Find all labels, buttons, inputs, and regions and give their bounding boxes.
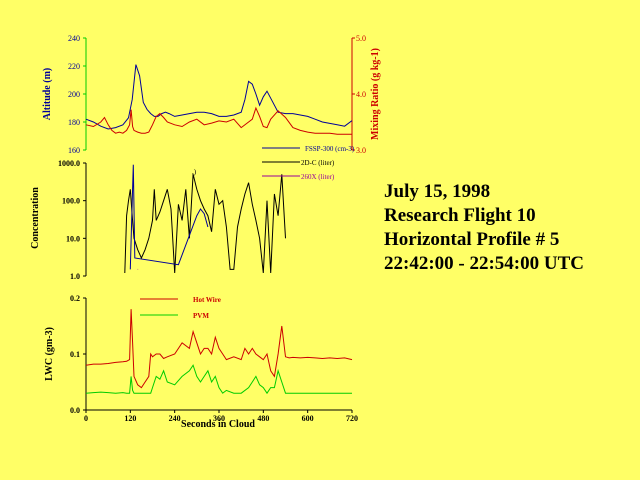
mixing-ratio-tick-label: 3.0	[356, 146, 366, 155]
x-tick-label: 720	[346, 414, 358, 423]
concentration-tick-label: 1000.0	[58, 159, 80, 168]
title-time-range: 22:42:00 - 22:54:00 UTC	[384, 253, 585, 274]
x-tick-label: 120	[124, 414, 136, 423]
x-axis-label: Seconds in Cloud	[181, 419, 255, 430]
mixing-ratio-series-line	[85, 106, 352, 135]
twodc-series-line	[124, 174, 286, 274]
mixing-ratio-tick-label: 5.0	[356, 34, 366, 43]
pvm-series-line	[85, 364, 352, 395]
concentration-legend-label: 260X (liter)	[301, 173, 335, 181]
altitude-tick-label: 160	[68, 146, 80, 155]
title-date: July 15, 1998	[384, 181, 491, 202]
altitude-tick-label: 220	[68, 62, 80, 71]
x-tick-label: 0	[84, 414, 88, 423]
flight-title-block: July 15, 1998 Research Flight 10 Horizon…	[384, 180, 584, 276]
mixing-ratio-axis-label: Mixing Ratio (g kg-1)	[370, 48, 381, 140]
mixing-ratio-tick-label: 4.0	[356, 90, 366, 99]
title-flight: Research Flight 10	[384, 205, 536, 226]
concentration-axis-label: Concentration	[30, 187, 41, 249]
hot-wire-series-line	[85, 309, 353, 389]
altitude-axis-label: Altitude (m)	[42, 68, 53, 121]
x-tick-label: 240	[169, 414, 181, 423]
x-tick-label: 480	[257, 414, 269, 423]
concentration-annotation: ,)	[192, 168, 197, 176]
lwc-tick-label: 0.1	[70, 350, 80, 359]
concentration-tick-label: 100.0	[62, 197, 80, 206]
title-profile: Horizontal Profile # 5	[384, 229, 560, 250]
lwc-legend-label: PVM	[193, 312, 209, 320]
lwc-legend-label: Hot Wire	[193, 296, 221, 304]
concentration-legend-label: 2D-C (liter)	[301, 159, 335, 167]
lwc-tick-label: 0.2	[70, 294, 80, 303]
lwc-tick-label: 0.0	[70, 406, 80, 415]
altitude-tick-label: 200	[68, 90, 80, 99]
x-tick-label: 600	[302, 414, 314, 423]
concentration-legend-label: FSSP-300 (cm-3)	[305, 145, 355, 153]
concentration-tick-label: 10.0	[66, 234, 80, 243]
altitude-tick-label: 180	[68, 118, 80, 127]
fssp-series-line	[129, 164, 209, 270]
x-tick-label: 360	[213, 414, 225, 423]
altitude-tick-label: 240	[68, 34, 80, 43]
concentration-tick-label: 1.0	[70, 272, 80, 281]
lwc-axis-label: LWC (gm-3)	[44, 327, 55, 381]
altitude-series-line	[85, 64, 353, 130]
